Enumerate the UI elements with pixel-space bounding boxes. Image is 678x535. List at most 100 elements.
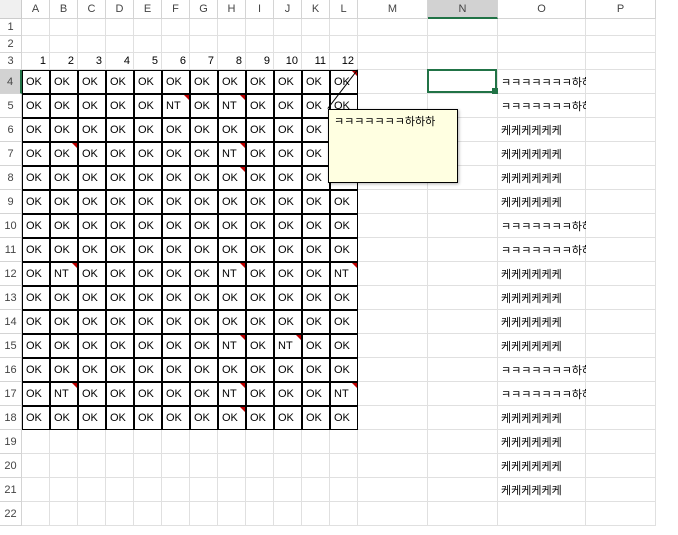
cell-G5[interactable]: OK	[190, 94, 218, 118]
col-header-B[interactable]: B	[50, 0, 78, 19]
cell-E6[interactable]: OK	[134, 118, 162, 142]
cell-I9[interactable]: OK	[246, 190, 274, 214]
cell-O9[interactable]: 케케케케케케	[498, 190, 586, 214]
cell-D17[interactable]: OK	[106, 382, 134, 406]
cell-I17[interactable]: OK	[246, 382, 274, 406]
row-header-1[interactable]: 1	[0, 19, 22, 36]
cell-J3[interactable]: 10	[274, 53, 302, 70]
cell-L10[interactable]: OK	[330, 214, 358, 238]
cell-G17[interactable]: OK	[190, 382, 218, 406]
cell-K17[interactable]: OK	[302, 382, 330, 406]
cell-J5[interactable]: OK	[274, 94, 302, 118]
cell-O8[interactable]: 케케케케케케	[498, 166, 586, 190]
row-header-16[interactable]: 16	[0, 358, 22, 382]
cell-H13[interactable]: OK	[218, 286, 246, 310]
cell-H18[interactable]: OK	[218, 406, 246, 430]
cell-J2[interactable]	[274, 36, 302, 53]
cell-D21[interactable]	[106, 478, 134, 502]
cell-K8[interactable]: OK	[302, 166, 330, 190]
cell-O16[interactable]: ㅋㅋㅋㅋㅋㅋㅋ하하하	[498, 358, 586, 382]
cell-A13[interactable]: OK	[22, 286, 50, 310]
cell-I4[interactable]: OK	[246, 70, 274, 94]
cell-O7[interactable]: 케케케케케케	[498, 142, 586, 166]
col-header-L[interactable]: L	[330, 0, 358, 19]
cell-B14[interactable]: OK	[50, 310, 78, 334]
cell-I7[interactable]: OK	[246, 142, 274, 166]
row-header-15[interactable]: 15	[0, 334, 22, 358]
cell-P21[interactable]	[586, 478, 656, 502]
cell-K6[interactable]: OK	[302, 118, 330, 142]
cell-C5[interactable]: OK	[78, 94, 106, 118]
cell-K20[interactable]	[302, 454, 330, 478]
cell-D7[interactable]: OK	[106, 142, 134, 166]
cell-K19[interactable]	[302, 430, 330, 454]
cell-L16[interactable]: OK	[330, 358, 358, 382]
cell-A6[interactable]: OK	[22, 118, 50, 142]
cell-N18[interactable]	[428, 406, 498, 430]
cell-D16[interactable]: OK	[106, 358, 134, 382]
cell-O19[interactable]: 케케케케케케	[498, 430, 586, 454]
cell-M16[interactable]	[358, 358, 428, 382]
cell-G3[interactable]: 7	[190, 53, 218, 70]
cell-A21[interactable]	[22, 478, 50, 502]
cell-N1[interactable]	[428, 19, 498, 36]
cell-N10[interactable]	[428, 214, 498, 238]
cell-J17[interactable]: OK	[274, 382, 302, 406]
cell-D11[interactable]: OK	[106, 238, 134, 262]
cell-H17[interactable]: NT	[218, 382, 246, 406]
col-header-J[interactable]: J	[274, 0, 302, 19]
cell-G14[interactable]: OK	[190, 310, 218, 334]
cell-K18[interactable]: OK	[302, 406, 330, 430]
cell-I12[interactable]: OK	[246, 262, 274, 286]
cell-G22[interactable]	[190, 502, 218, 526]
cell-P16[interactable]	[586, 358, 656, 382]
cell-F22[interactable]	[162, 502, 190, 526]
cell-C3[interactable]: 3	[78, 53, 106, 70]
cell-F16[interactable]: OK	[162, 358, 190, 382]
cell-I1[interactable]	[246, 19, 274, 36]
cell-H9[interactable]: OK	[218, 190, 246, 214]
cell-L17[interactable]: NT	[330, 382, 358, 406]
cell-G2[interactable]	[190, 36, 218, 53]
cell-B19[interactable]	[50, 430, 78, 454]
cell-H20[interactable]	[218, 454, 246, 478]
cell-I20[interactable]	[246, 454, 274, 478]
cell-C22[interactable]	[78, 502, 106, 526]
cell-A7[interactable]: OK	[22, 142, 50, 166]
cell-G1[interactable]	[190, 19, 218, 36]
cell-B9[interactable]: OK	[50, 190, 78, 214]
spreadsheet-grid[interactable]: ABCDEFGHIJKLMNOP1231234567891011124OKOKO…	[0, 0, 656, 526]
cell-I3[interactable]: 9	[246, 53, 274, 70]
row-header-20[interactable]: 20	[0, 454, 22, 478]
cell-J11[interactable]: OK	[274, 238, 302, 262]
row-header-8[interactable]: 8	[0, 166, 22, 190]
cell-C16[interactable]: OK	[78, 358, 106, 382]
cell-B10[interactable]: OK	[50, 214, 78, 238]
cell-B8[interactable]: OK	[50, 166, 78, 190]
cell-E12[interactable]: OK	[134, 262, 162, 286]
cell-D6[interactable]: OK	[106, 118, 134, 142]
cell-C20[interactable]	[78, 454, 106, 478]
cell-B16[interactable]: OK	[50, 358, 78, 382]
cell-J16[interactable]: OK	[274, 358, 302, 382]
cell-G19[interactable]	[190, 430, 218, 454]
cell-C18[interactable]: OK	[78, 406, 106, 430]
cell-I6[interactable]: OK	[246, 118, 274, 142]
col-header-F[interactable]: F	[162, 0, 190, 19]
cell-E22[interactable]	[134, 502, 162, 526]
cell-F12[interactable]: OK	[162, 262, 190, 286]
cell-L11[interactable]: OK	[330, 238, 358, 262]
cell-C2[interactable]	[78, 36, 106, 53]
cell-B7[interactable]: OK	[50, 142, 78, 166]
cell-B20[interactable]	[50, 454, 78, 478]
cell-C6[interactable]: OK	[78, 118, 106, 142]
cell-K1[interactable]	[302, 19, 330, 36]
row-header-4[interactable]: 4	[0, 70, 22, 94]
cell-D18[interactable]: OK	[106, 406, 134, 430]
col-header-M[interactable]: M	[358, 0, 428, 19]
cell-P9[interactable]	[586, 190, 656, 214]
cell-F7[interactable]: OK	[162, 142, 190, 166]
cell-K9[interactable]: OK	[302, 190, 330, 214]
cell-A20[interactable]	[22, 454, 50, 478]
cell-C7[interactable]: OK	[78, 142, 106, 166]
